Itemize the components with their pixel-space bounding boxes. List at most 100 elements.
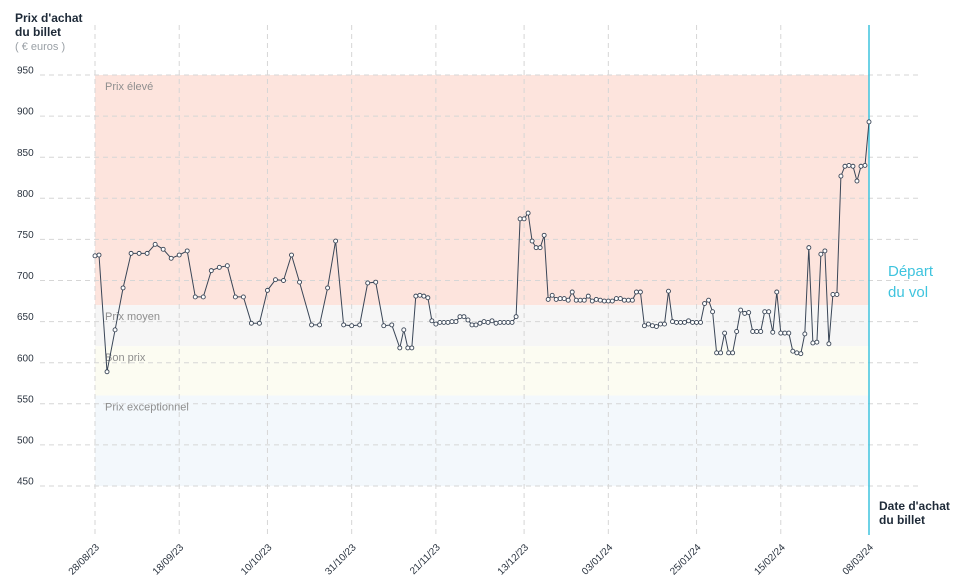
price-point	[814, 339, 820, 345]
price-point	[425, 295, 431, 301]
price-point	[557, 296, 563, 302]
price-band	[95, 346, 869, 396]
y-tick-label: 550	[17, 394, 34, 405]
price-point	[678, 319, 683, 325]
price-point	[417, 292, 423, 298]
price-point	[565, 297, 571, 303]
price-point	[774, 289, 780, 295]
price-point	[357, 322, 363, 328]
price-point	[445, 319, 451, 325]
price-point	[585, 293, 591, 299]
price-point	[473, 322, 479, 328]
price-point	[830, 292, 836, 297]
price-point	[389, 322, 395, 328]
price-point	[601, 298, 607, 304]
price-point	[706, 297, 712, 303]
y-tick-label: 800	[17, 189, 34, 200]
price-point	[786, 330, 792, 336]
price-point	[449, 319, 455, 325]
price-point	[421, 293, 427, 299]
band-label: Bon prix	[105, 352, 146, 364]
price-point	[152, 241, 158, 247]
price-point	[429, 318, 435, 324]
price-point	[529, 238, 535, 244]
price-point	[397, 345, 403, 351]
price-point	[365, 280, 371, 286]
price-point	[802, 331, 808, 337]
price-point	[325, 285, 331, 291]
price-point	[144, 250, 150, 256]
price-point	[96, 252, 102, 258]
annotation: Départ du vol	[888, 263, 934, 301]
price-point	[641, 323, 647, 329]
price-point	[541, 232, 547, 238]
price-point	[112, 327, 118, 333]
price-point	[569, 289, 575, 295]
price-point	[718, 350, 724, 356]
price-point	[200, 294, 206, 300]
price-point	[477, 320, 483, 326]
price-point	[297, 279, 302, 285]
price-point	[838, 173, 844, 179]
price-point	[493, 320, 499, 326]
price-point	[734, 329, 740, 334]
price-point	[658, 321, 663, 327]
price-point	[273, 277, 278, 283]
price-point	[617, 296, 623, 302]
price-point	[810, 340, 816, 346]
x-tick-label: 31/10/23	[323, 542, 359, 578]
band-label: Prix moyen	[105, 311, 160, 323]
x-tick-label: 10/10/23	[239, 542, 275, 578]
price-band	[95, 395, 869, 486]
x-tick-label: 13/12/23	[496, 542, 532, 578]
band-label: Prix exceptionnel	[105, 401, 189, 413]
x-tick-label: 08/03/24	[841, 542, 877, 578]
price-point	[349, 323, 355, 329]
price-point	[465, 317, 471, 323]
price-point	[862, 162, 868, 168]
price-point	[694, 319, 700, 325]
price-point	[778, 330, 784, 336]
price-point	[537, 245, 543, 251]
price-point	[722, 330, 728, 336]
price-point	[381, 323, 387, 329]
price-point	[104, 369, 110, 375]
price-point	[505, 319, 511, 325]
price-point	[533, 245, 539, 251]
price-point	[373, 279, 379, 285]
price-point	[794, 350, 800, 356]
price-point	[224, 263, 230, 269]
price-point	[858, 163, 864, 169]
price-point	[662, 321, 667, 327]
price-point	[714, 350, 720, 356]
price-point	[790, 348, 796, 354]
price-point	[216, 264, 222, 270]
y-axis-unit: ( € euros )	[15, 41, 66, 53]
price-point	[649, 323, 655, 329]
price-point	[176, 252, 182, 258]
y-tick-label: 500	[17, 436, 34, 447]
price-point	[413, 293, 419, 299]
price-point	[485, 319, 491, 325]
y-tick-label: 650	[17, 312, 34, 323]
price-point	[136, 250, 142, 256]
price-point	[401, 327, 407, 333]
y-tick-label: 600	[17, 353, 34, 364]
price-point	[754, 329, 760, 334]
price-point	[525, 210, 531, 216]
price-point	[517, 216, 523, 222]
price-point	[633, 289, 639, 295]
x-axis-label: Date d'achat du billet	[879, 499, 950, 527]
price-point	[208, 268, 214, 274]
price-point	[682, 319, 687, 325]
price-point	[405, 345, 411, 351]
price-point	[160, 246, 166, 252]
price-point	[461, 314, 467, 320]
price-point	[289, 252, 294, 258]
price-point	[806, 245, 812, 251]
price-point	[674, 319, 679, 325]
x-tick-label: 28/08/23	[67, 542, 103, 578]
price-point	[437, 319, 443, 325]
